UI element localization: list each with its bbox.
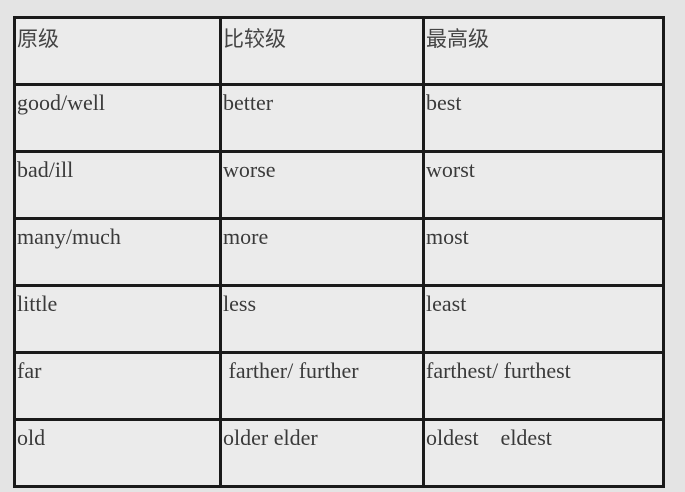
- cell-positive: little: [13, 284, 222, 354]
- cell-superlative: least: [422, 284, 665, 354]
- header-superlative: 最高级: [422, 16, 665, 86]
- cell-positive: old: [13, 418, 222, 488]
- cell-superlative: farthest/ furthest: [422, 351, 665, 421]
- cell-positive: many/much: [13, 217, 222, 287]
- table-row: little less least: [13, 284, 665, 354]
- cell-comparative: farther/ further: [219, 351, 425, 421]
- table-row: far farther/ further farthest/ furthest: [13, 351, 665, 421]
- cell-comparative: older elder: [219, 418, 425, 488]
- cell-comparative: less: [219, 284, 425, 354]
- table-row: good/well better best: [13, 83, 665, 153]
- table-row: bad/ill worse worst: [13, 150, 665, 220]
- cell-comparative: more: [219, 217, 425, 287]
- comparison-table: 原级 比较级 最高级 good/well better best bad/ill…: [13, 16, 665, 488]
- cell-positive: bad/ill: [13, 150, 222, 220]
- cell-positive: good/well: [13, 83, 222, 153]
- table-row: old older elder oldest eldest: [13, 418, 665, 488]
- cell-comparative: worse: [219, 150, 425, 220]
- header-comparative: 比较级: [219, 16, 425, 86]
- cell-superlative: best: [422, 83, 665, 153]
- cell-comparative: better: [219, 83, 425, 153]
- cell-superlative: worst: [422, 150, 665, 220]
- table-header-row: 原级 比较级 最高级: [13, 16, 665, 86]
- header-positive: 原级: [13, 16, 222, 86]
- cell-positive: far: [13, 351, 222, 421]
- cell-superlative: oldest eldest: [422, 418, 665, 488]
- table-row: many/much more most: [13, 217, 665, 287]
- cell-superlative: most: [422, 217, 665, 287]
